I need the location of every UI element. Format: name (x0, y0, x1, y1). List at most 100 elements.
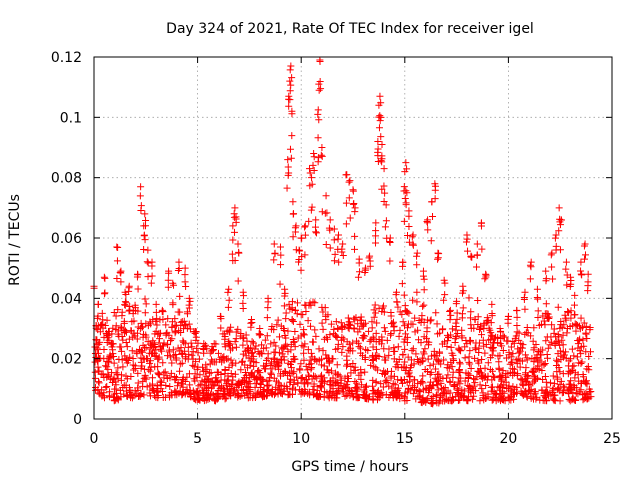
data-point (303, 366, 311, 374)
data-point (345, 340, 353, 348)
data-point (547, 379, 555, 387)
data-point (147, 320, 155, 328)
data-point (489, 372, 497, 380)
data-point (466, 338, 474, 346)
data-point (326, 216, 334, 224)
data-point (309, 298, 317, 306)
data-point (526, 381, 534, 389)
data-point (534, 314, 542, 322)
data-point (314, 134, 322, 142)
data-point (548, 386, 556, 394)
data-point (559, 331, 567, 339)
data-point (157, 329, 165, 337)
data-point (346, 177, 354, 185)
data-point (497, 335, 505, 343)
data-point (176, 367, 184, 375)
data-point (542, 378, 550, 386)
data-point (330, 257, 338, 265)
data-point (414, 380, 422, 388)
data-point (250, 391, 258, 399)
data-point (579, 396, 587, 404)
data-point (277, 251, 285, 259)
data-point (458, 326, 466, 334)
data-point (517, 375, 525, 383)
data-point (356, 325, 364, 333)
data-point (374, 387, 382, 395)
data-point (280, 302, 288, 310)
data-point (433, 391, 441, 399)
data-point (577, 270, 585, 278)
data-point (372, 345, 380, 353)
data-point (134, 285, 142, 293)
data-point (148, 374, 156, 382)
data-point (286, 145, 294, 153)
data-point (310, 153, 318, 161)
data-point (146, 392, 154, 400)
data-point (307, 322, 315, 330)
data-point (301, 222, 309, 230)
data-point (286, 375, 294, 383)
data-point (441, 291, 449, 299)
data-point (385, 394, 393, 402)
data-point (415, 317, 423, 325)
data-point (267, 389, 275, 397)
data-point (548, 338, 556, 346)
data-point (270, 240, 278, 248)
data-point (547, 333, 555, 341)
data-point (551, 341, 559, 349)
data-point (413, 249, 421, 257)
data-point (403, 378, 411, 386)
data-point (392, 291, 400, 299)
data-point (286, 96, 294, 104)
data-point (332, 318, 340, 326)
data-point (258, 375, 266, 383)
data-point (365, 327, 373, 335)
data-point (465, 353, 473, 361)
data-point (395, 332, 403, 340)
data-point (239, 341, 247, 349)
data-point (559, 341, 567, 349)
data-point (405, 212, 413, 220)
data-point (380, 182, 388, 190)
data-point (500, 333, 508, 341)
data-point (497, 382, 505, 390)
data-point (465, 393, 473, 401)
data-point (210, 381, 218, 389)
data-point (105, 330, 113, 338)
data-point (270, 338, 278, 346)
data-point (541, 372, 549, 380)
data-point (551, 234, 559, 242)
data-point (100, 346, 108, 354)
data-point (182, 283, 190, 291)
data-point (309, 391, 317, 399)
data-point (478, 331, 486, 339)
data-point (510, 369, 518, 377)
data-point (548, 321, 556, 329)
data-point (526, 275, 534, 283)
data-point (248, 349, 256, 357)
data-point (330, 225, 338, 233)
data-point (142, 354, 150, 362)
data-point (220, 353, 228, 361)
data-point (349, 187, 357, 195)
data-point (411, 314, 419, 322)
data-point (528, 367, 536, 375)
data-point (167, 369, 175, 377)
data-point (513, 322, 521, 330)
data-point (231, 204, 239, 212)
data-point (304, 317, 312, 325)
data-point (228, 385, 236, 393)
data-point (313, 390, 321, 398)
data-point (374, 137, 382, 145)
data-point (504, 315, 512, 323)
data-point (476, 397, 484, 405)
data-point (123, 343, 131, 351)
data-point (570, 301, 578, 309)
data-point (487, 319, 495, 327)
data-point (113, 257, 121, 265)
data-point (401, 358, 409, 366)
data-point (548, 263, 556, 271)
data-point (489, 394, 497, 402)
data-point (298, 234, 306, 242)
